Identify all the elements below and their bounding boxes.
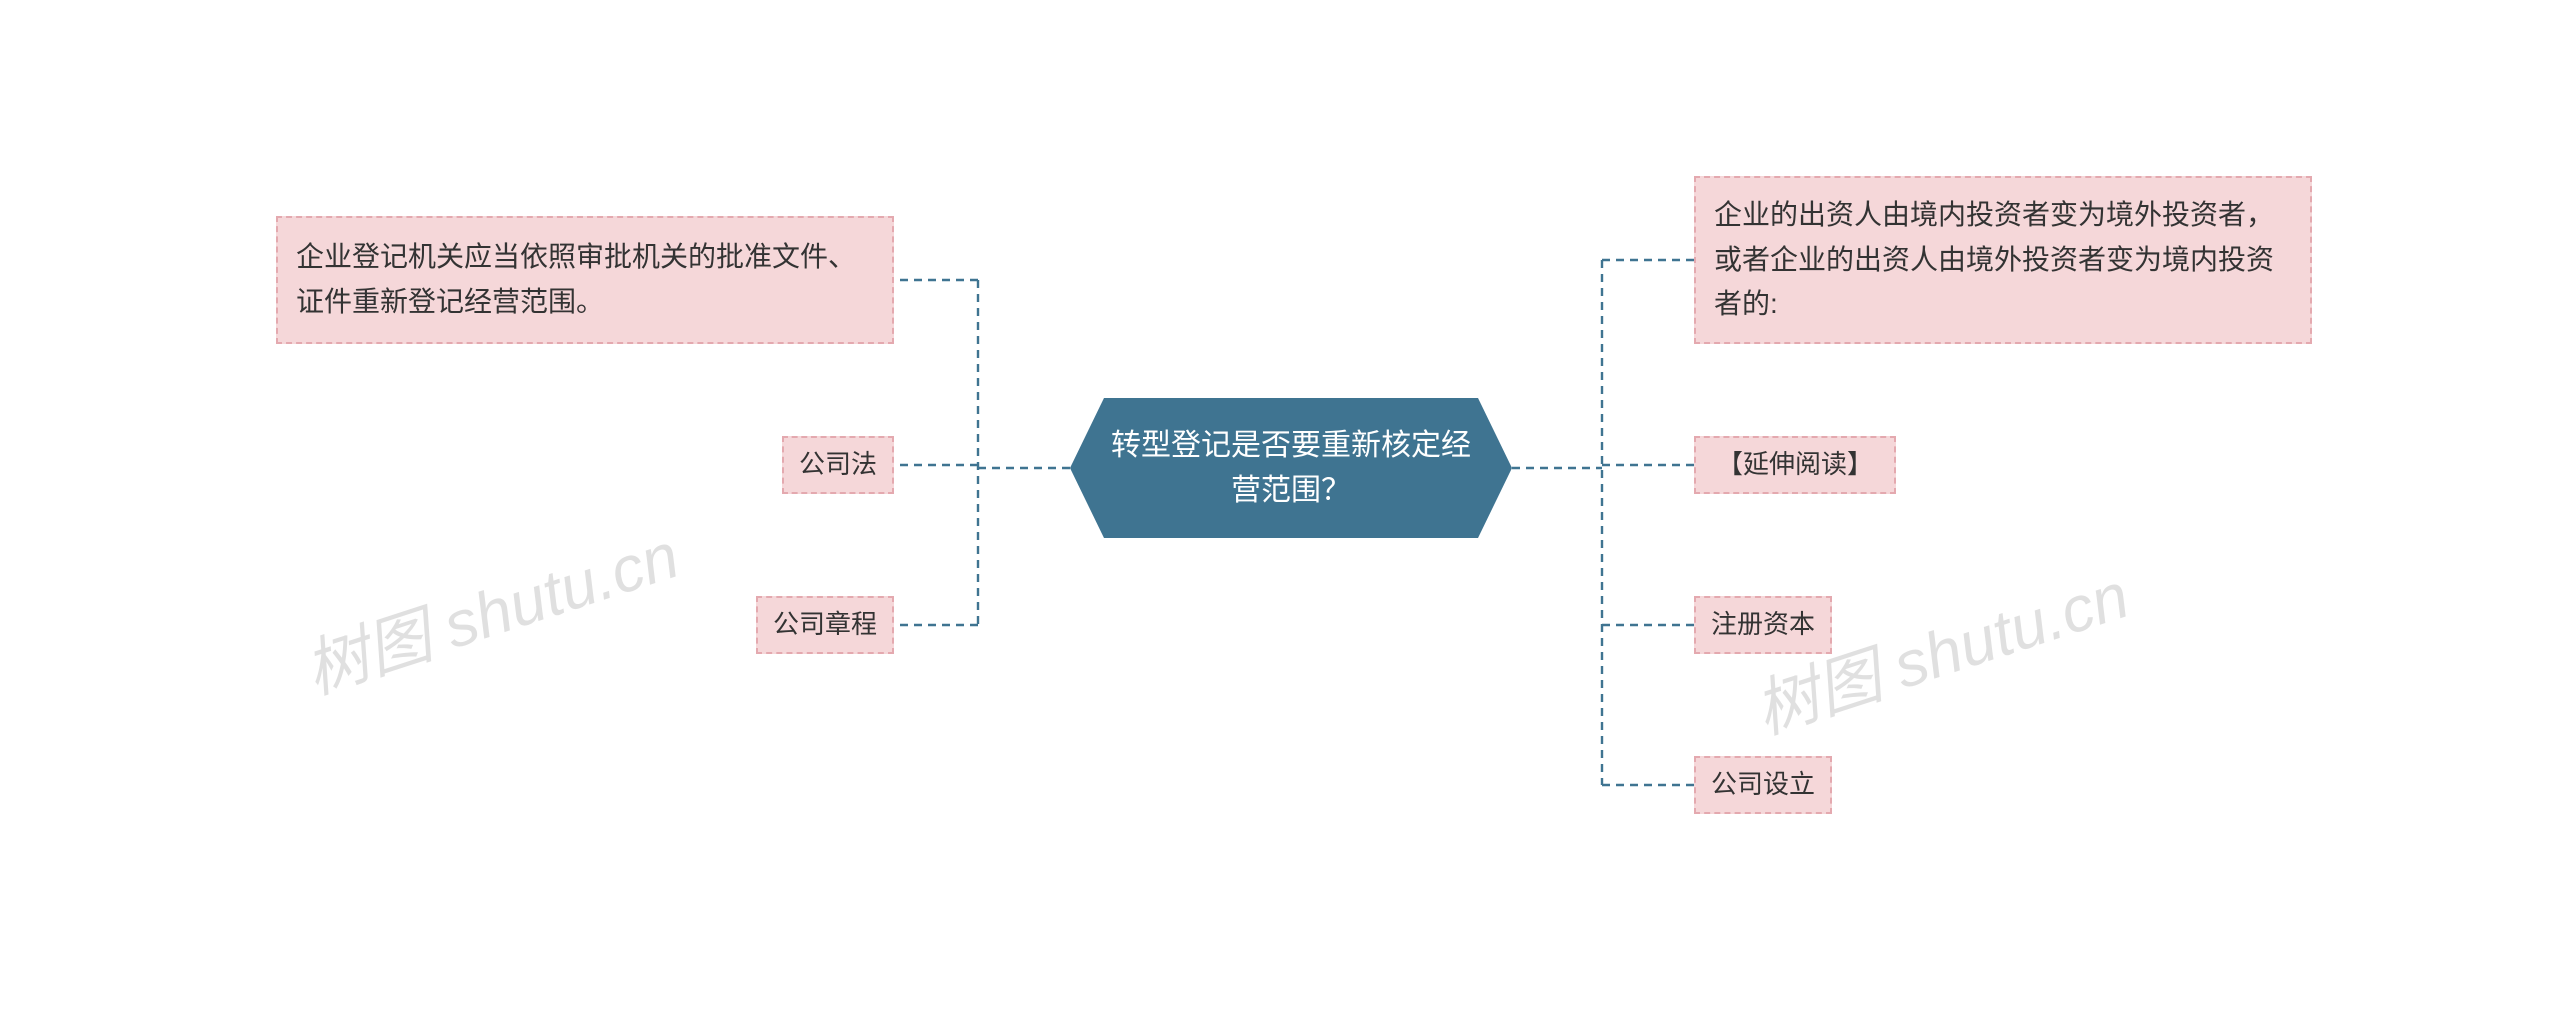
center-node-text: 转型登记是否要重新核定经营范围？ [1070, 423, 1512, 513]
center-node: 转型登记是否要重新核定经营范围？ [1070, 398, 1512, 538]
node-text: 【延伸阅读】 [1706, 444, 1884, 486]
left-node-0: 企业登记机关应当依照审批机关的批准文件、证件重新登记经营范围。 [276, 216, 894, 344]
mindmap-canvas: 树图 shutu.cn 树图 shutu.cn 转型登记是否要重新核定经营范围？… [0, 0, 2560, 1017]
node-text: 企业的出资人由境内投资者变为境外投资者，或者企业的出资人由境外投资者变为境内投资… [1714, 193, 2292, 327]
node-text: 公司设立 [1706, 764, 1820, 806]
right-node-1: 【延伸阅读】 [1694, 436, 1896, 494]
right-node-0: 企业的出资人由境内投资者变为境外投资者，或者企业的出资人由境外投资者变为境内投资… [1694, 176, 2312, 344]
node-text: 公司章程 [768, 604, 882, 646]
right-node-2: 注册资本 [1694, 596, 1832, 654]
right-node-3: 公司设立 [1694, 756, 1832, 814]
node-text: 公司法 [794, 444, 882, 486]
left-node-2: 公司章程 [756, 596, 894, 654]
node-text: 注册资本 [1706, 604, 1820, 646]
node-text: 企业登记机关应当依照审批机关的批准文件、证件重新登记经营范围。 [296, 235, 874, 325]
left-node-1: 公司法 [782, 436, 894, 494]
